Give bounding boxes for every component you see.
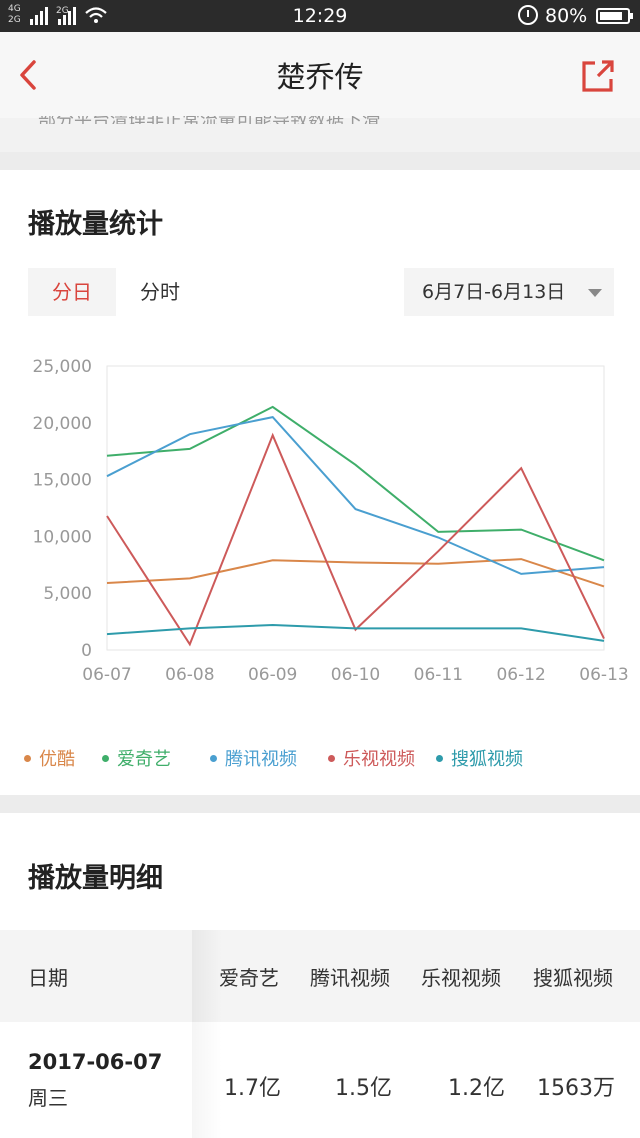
legend-label: 爱奇艺 [117, 749, 171, 770]
chevron-left-icon[interactable] [10, 50, 50, 100]
date-range-label: 6月7日-6月13日 [422, 281, 566, 303]
network-indicator: 4G 2G [8, 4, 21, 26]
stats-title: 播放量统计 [28, 209, 163, 240]
legend-item[interactable]: 优酷 [24, 745, 75, 771]
alarm-icon [518, 5, 538, 25]
y-tick-label: 0 [81, 641, 92, 661]
tab-daily[interactable]: 分日 [28, 268, 116, 316]
y-tick-label: 15,000 [33, 471, 92, 491]
frozen-column-shadow [192, 1022, 222, 1138]
x-tick-label: 06-10 [331, 665, 380, 685]
x-tick-label: 06-08 [165, 665, 214, 685]
legend-dot-icon [436, 754, 443, 762]
x-tick-label: 06-11 [414, 665, 463, 685]
legend-item[interactable]: 乐视视频 [328, 745, 415, 771]
legend-dot-icon [210, 754, 217, 762]
y-tick-label: 5,000 [43, 584, 92, 604]
legend-label: 腾讯视频 [225, 749, 297, 770]
cell-sohu: 1563万 [537, 1076, 615, 1101]
y-tick-label: 10,000 [33, 527, 92, 547]
legend-dot-icon [102, 754, 109, 762]
legend-label: 乐视视频 [343, 749, 415, 770]
header-tencent: 腾讯视频 [310, 966, 390, 990]
frozen-column-shadow [192, 930, 222, 1022]
y-tick-label: 25,000 [33, 357, 92, 377]
legend-dot-icon [24, 754, 31, 762]
x-tick-label: 06-12 [496, 665, 545, 685]
section-divider-2 [0, 795, 640, 813]
series-line-2 [106, 416, 605, 575]
y-tick-label: 20,000 [33, 414, 92, 434]
header-date: 日期 [28, 966, 68, 990]
external-share-icon[interactable] [578, 56, 618, 96]
header-iqiyi: 爱奇艺 [219, 966, 279, 990]
date-range-select[interactable]: 6月7日-6月13日 [404, 268, 614, 316]
legend-item[interactable]: 爱奇艺 [102, 745, 171, 771]
cell-iqiyi: 1.7亿 [224, 1076, 281, 1101]
table-row[interactable]: 2017-06-07 周三 1.7亿 1.5亿 1.2亿 1563万 [0, 1022, 640, 1138]
page-title: 楚乔传 [276, 60, 364, 94]
legend-item[interactable]: 腾讯视频 [210, 745, 297, 771]
series-line-3 [106, 432, 605, 647]
battery-percentage: 80% [545, 5, 588, 27]
signal-icon-secondary [58, 7, 76, 25]
row-weekday: 周三 [28, 1086, 68, 1110]
cell-letv: 1.2亿 [448, 1076, 505, 1101]
truncated-notice: 部分平台清理非正常流量可能导致数据下滑 [38, 110, 380, 124]
signal-icon [30, 7, 48, 25]
detail-title: 播放量明细 [28, 863, 163, 894]
header-letv: 乐视视频 [421, 966, 501, 990]
plot-area-frame [106, 365, 605, 651]
navigation-bar: 楚乔传 [0, 32, 640, 118]
section-divider [0, 152, 640, 170]
tab-hourly[interactable]: 分时 [140, 280, 180, 304]
battery-icon [596, 8, 633, 24]
legend-dot-icon [328, 754, 335, 762]
row-date: 2017-06-07 [28, 1050, 163, 1074]
play-count-line-chart: 25,000 20,000 15,000 10,000 5,000 0 06-07 06-0… [33, 357, 629, 685]
status-bar: 4G 2G 2G 12:29 80% [0, 0, 640, 32]
x-tick-label: 06-13 [579, 665, 628, 685]
x-tick-label: 06-09 [248, 665, 297, 685]
network-type-top: 4G [8, 4, 21, 14]
network-type-secondary: 2G [56, 6, 69, 16]
x-tick-label: 06-07 [82, 665, 131, 685]
network-type-bottom: 2G [8, 15, 21, 25]
status-time: 12:29 [292, 5, 348, 27]
caret-down-icon [588, 289, 602, 297]
cell-tencent: 1.5亿 [335, 1076, 392, 1101]
wifi-icon [85, 7, 107, 23]
legend-item[interactable]: 搜狐视频 [436, 745, 523, 771]
header-sohu: 搜狐视频 [533, 966, 613, 990]
play-count-detail-card [0, 813, 640, 930]
legend-label: 优酷 [39, 749, 75, 770]
legend-label: 搜狐视频 [451, 749, 523, 770]
table-header: 日期 爱奇艺 腾讯视频 乐视视频 搜狐视频 [0, 930, 640, 1022]
